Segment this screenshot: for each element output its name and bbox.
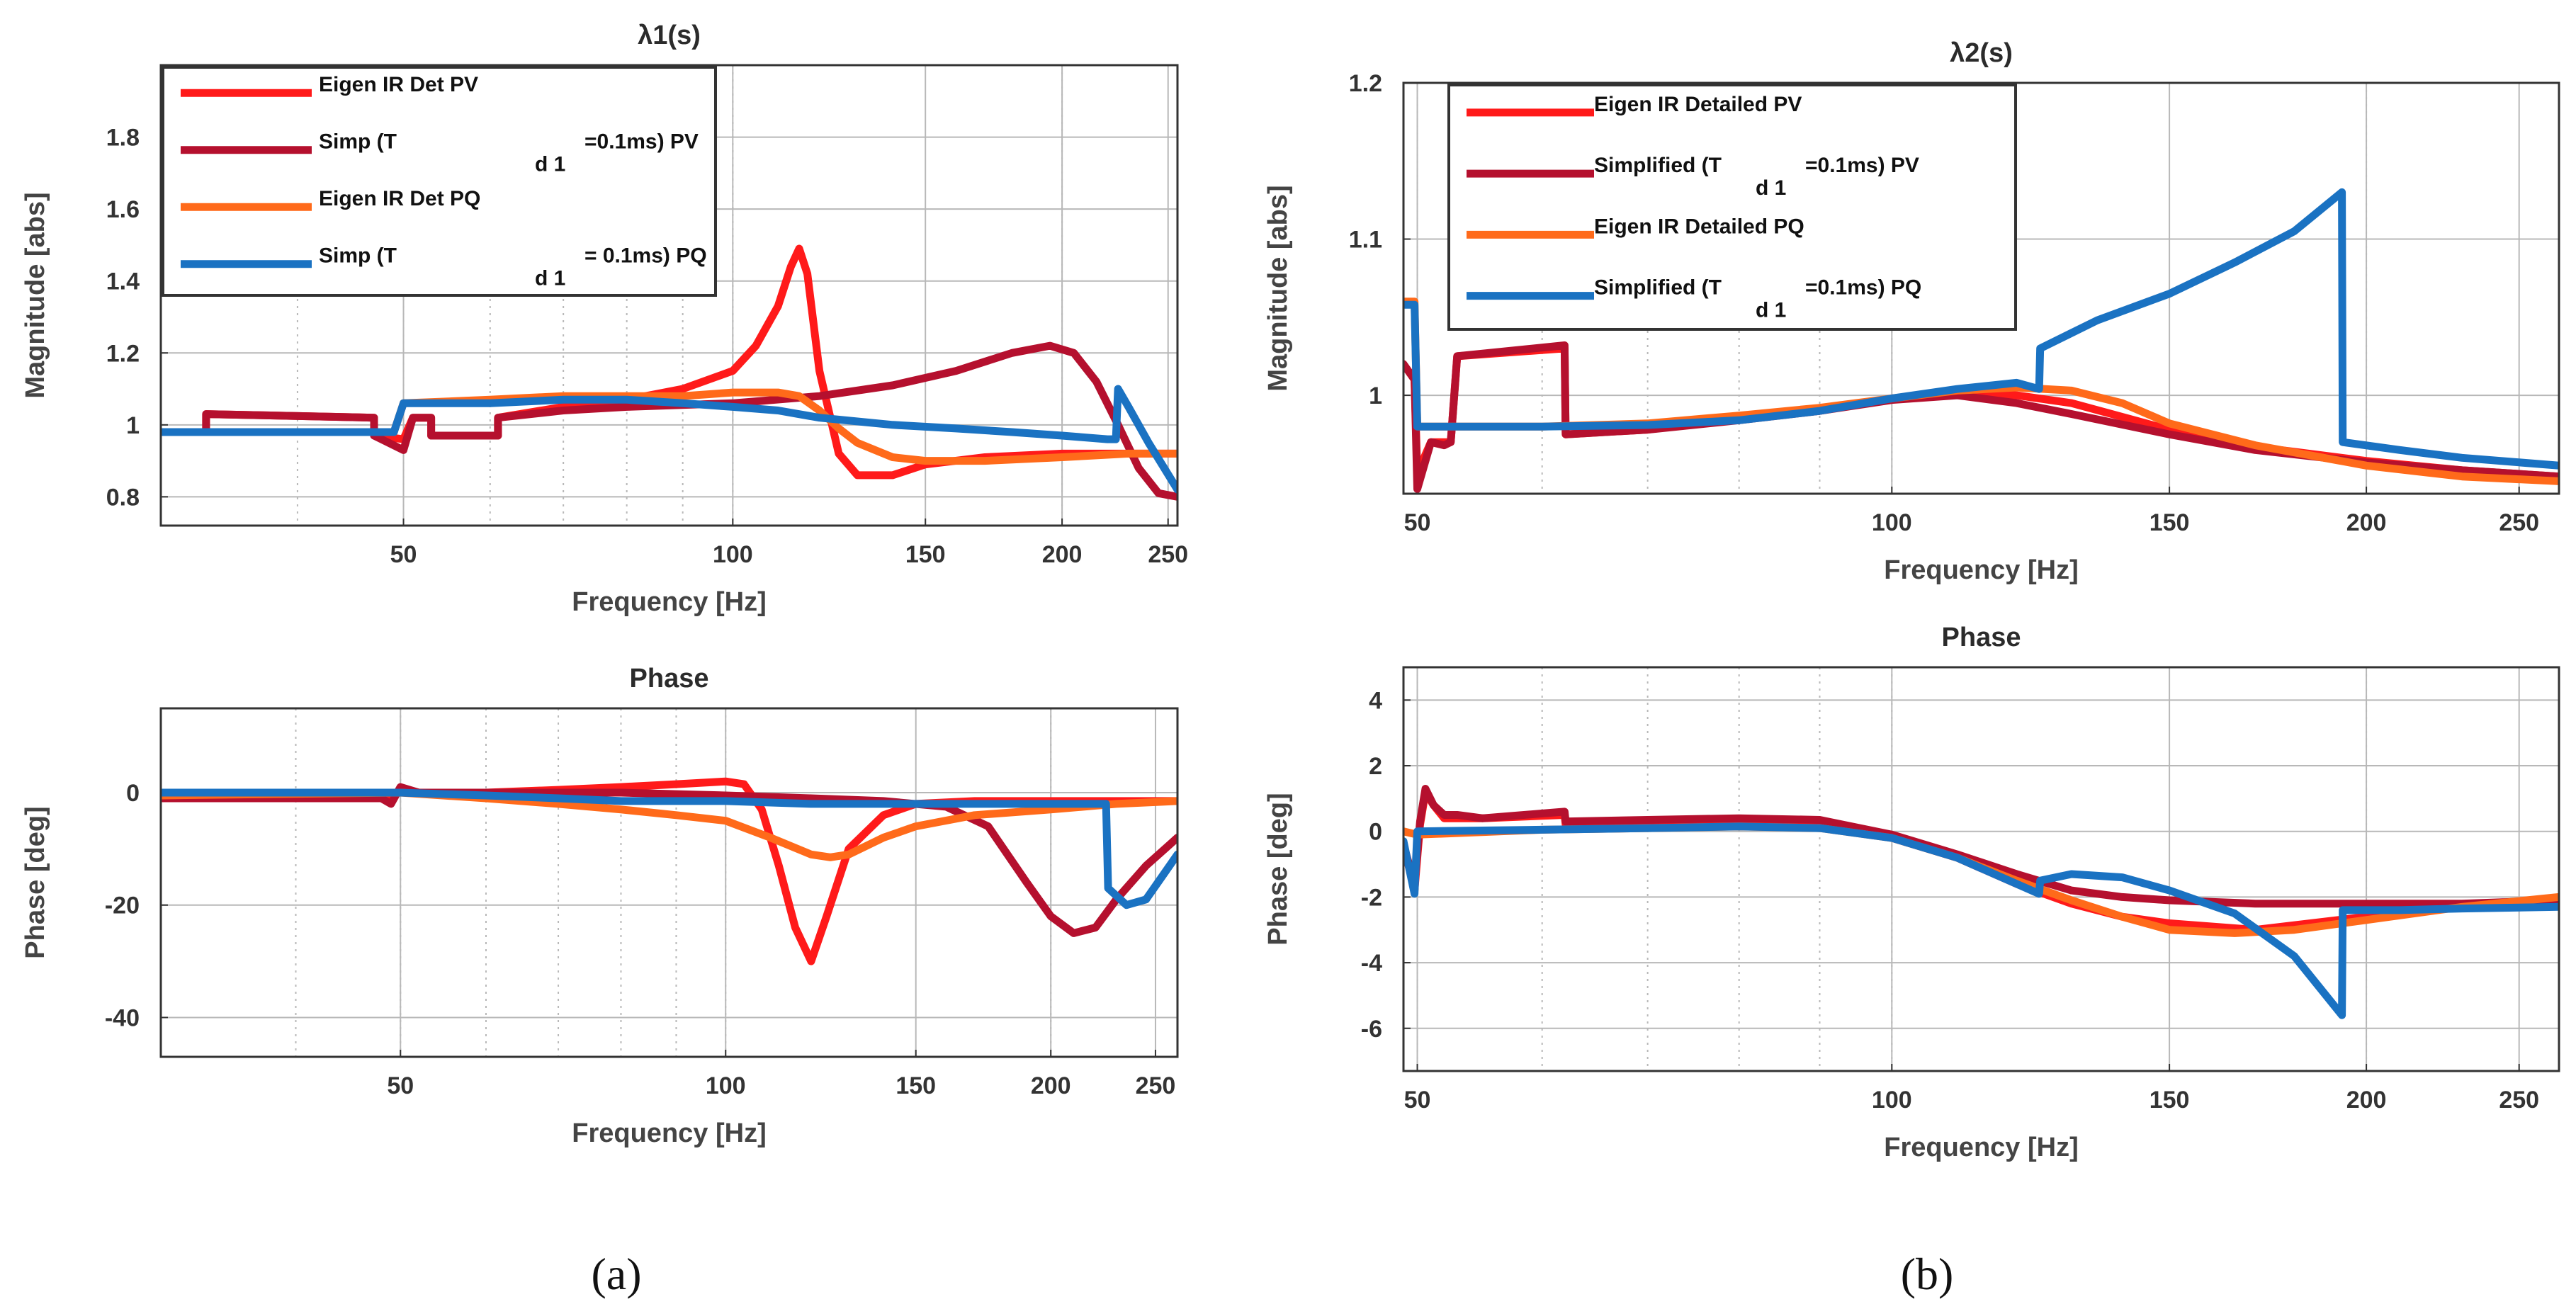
x-tick-label: 100	[1872, 1087, 1912, 1114]
y-axis-label: Magnitude [abs]	[21, 192, 50, 398]
chart-b-phase: 50 100 150 200 250 -6 -4 -2 0 2 4 Phase Frequency [H…	[1263, 623, 2560, 1162]
x-tick-label: 200	[2346, 1087, 2387, 1114]
series-line-simp-pq	[1403, 822, 2559, 1019]
legend-subscript: d 1	[535, 153, 565, 176]
chart-title: λ2(s)	[1950, 38, 2013, 68]
chart-a-mag: 50 100 150 200 250 0.8 1 1.2 1.4 1.6 1.8 λ1(s) Frequ…	[21, 21, 1188, 617]
y-tick-label: 1.6	[106, 196, 140, 223]
legend-subscript: d 1	[1756, 299, 1786, 322]
x-tick-label: 250	[1136, 1072, 1176, 1099]
chart-b-mag: 50 100 150 200 250 1 1.1 1.2 λ2(s) Frequency [Hz]…	[1263, 38, 2560, 585]
y-tick-label: 4	[1369, 687, 1382, 714]
x-tick-label: 50	[390, 541, 417, 568]
legend-subscript: d 1	[535, 267, 565, 290]
x-tick-label: 200	[1031, 1072, 1071, 1099]
y-axis-label: Phase [deg]	[21, 806, 50, 958]
axes-frame	[1402, 666, 2560, 1072]
legend-box	[162, 66, 717, 297]
panel-label-b: (b)	[1901, 1249, 1954, 1299]
axes-frame	[1402, 81, 2560, 495]
series-line-simp-pq	[161, 385, 1177, 494]
legend-subscript: d 1	[1756, 176, 1786, 200]
y-tick-label: 1.1	[1349, 227, 1382, 254]
y-axis-label: Magnitude [abs]	[1263, 185, 1293, 391]
legend-label: Simp (T	[319, 244, 397, 268]
series-group	[161, 777, 1177, 965]
legend-label: Eigen IR Det PV	[319, 73, 478, 96]
x-axis-label: Frequency [Hz]	[572, 587, 766, 617]
x-tick-label: 50	[1404, 1087, 1431, 1114]
x-axis-label: Frequency [Hz]	[1884, 1133, 2078, 1162]
x-tick-label: 100	[1872, 509, 1912, 536]
y-tick-label: -40	[105, 1004, 140, 1031]
panel-label-a: (a)	[591, 1249, 641, 1299]
legend: Eigen IR Detailed PV Simplified (T d 1 =0.1…	[1447, 84, 2017, 331]
legend-label: Eigen IR Detailed PQ	[1594, 215, 1804, 238]
chart-a-phase: 50 100 150 200 250 -40 -20 0 Phase Frequency [Hz]…	[21, 664, 1179, 1148]
series-line-simp-pq	[1403, 188, 2559, 470]
legend-label-suffix: =0.1ms) PV	[1805, 154, 1919, 177]
x-tick-label: 50	[1404, 509, 1431, 536]
y-tick-label: 1.4	[106, 268, 140, 295]
legend-label: Simp (T	[319, 130, 397, 154]
y-tick-label: 0	[1369, 819, 1382, 846]
x-tick-label: 250	[2499, 1087, 2539, 1114]
y-tick-label: -4	[1361, 950, 1382, 977]
legend: Eigen IR Det PV Simp (T d 1 =0.1ms) PV Eigen…	[162, 66, 717, 297]
legend-label-suffix: =0.1ms) PQ	[1805, 276, 1921, 300]
x-tick-label: 100	[713, 541, 753, 568]
y-tick-label: 1.2	[106, 340, 140, 367]
plot-area	[161, 708, 1177, 1057]
series-group	[1403, 188, 2559, 493]
y-tick-label: 1	[1369, 382, 1382, 409]
y-tick-label: 1	[126, 412, 140, 439]
legend-box	[1447, 84, 2017, 331]
x-tick-label: 150	[896, 1072, 936, 1099]
legend-label-suffix: = 0.1ms) PQ	[584, 244, 707, 268]
y-tick-label: -2	[1361, 884, 1382, 911]
x-tick-label: 150	[905, 541, 946, 568]
legend-label-suffix: =0.1ms) PV	[584, 130, 699, 154]
series-group	[1403, 785, 2559, 1019]
chart-title: Phase	[630, 664, 709, 693]
y-tick-label: 0	[126, 780, 140, 807]
y-tick-label: -20	[105, 892, 140, 919]
x-axis-label: Frequency [Hz]	[1884, 555, 2078, 585]
x-tick-label: 50	[387, 1072, 414, 1099]
x-tick-label: 250	[1148, 541, 1188, 568]
series-group	[161, 244, 1177, 501]
legend-label: Eigen IR Det PQ	[319, 187, 480, 210]
legend-label: Simplified (T	[1594, 276, 1722, 300]
chart-title: Phase	[1942, 623, 2021, 652]
x-tick-label: 100	[706, 1072, 746, 1099]
y-tick-label: 1.2	[1349, 70, 1382, 97]
x-tick-label: 150	[2150, 1087, 2190, 1114]
x-tick-label: 250	[2499, 509, 2539, 536]
series-line-eigen-pq	[161, 788, 1177, 861]
y-tick-label: -6	[1361, 1016, 1382, 1043]
x-axis-label: Frequency [Hz]	[572, 1118, 766, 1148]
x-tick-label: 150	[2150, 509, 2190, 536]
y-tick-label: 1.8	[106, 125, 140, 152]
axes-frame	[159, 64, 1179, 527]
series-line-simp-pq	[161, 788, 1177, 910]
x-tick-label: 200	[2346, 509, 2387, 536]
series-line-eigen-pv	[161, 244, 1177, 480]
y-tick-label: 0.8	[106, 484, 140, 511]
legend-label: Eigen IR Detailed PV	[1594, 93, 1802, 116]
legend-label: Simplified (T	[1594, 154, 1722, 177]
axes-frame	[159, 707, 1179, 1058]
chart-title: λ1(s)	[638, 21, 701, 50]
y-tick-label: 2	[1369, 753, 1382, 780]
y-axis-label: Phase [deg]	[1263, 793, 1293, 945]
x-tick-label: 200	[1042, 541, 1083, 568]
